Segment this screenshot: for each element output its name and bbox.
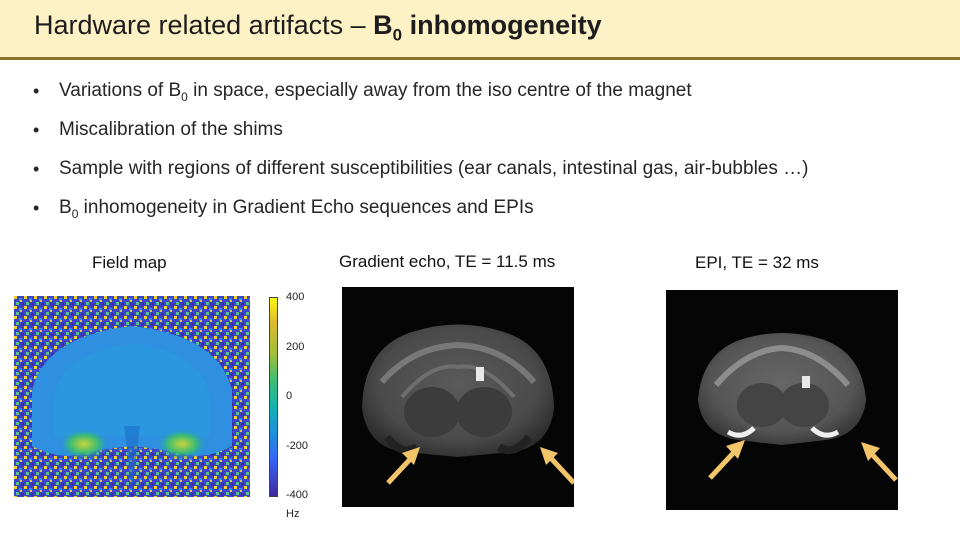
gradient-echo-image	[342, 287, 574, 507]
colorbar-tick: 200	[286, 341, 305, 353]
colorbar-tick: -200	[286, 440, 309, 452]
epi-caption: EPI, TE = 32 ms	[695, 253, 819, 272]
title-bar: Hardware related artifacts – B0 inhomoge…	[0, 0, 960, 60]
field-map-caption: Field map	[92, 253, 167, 272]
bullet-item: Variations of B0 in space, especially aw…	[33, 78, 808, 117]
colorbar-tick: 0	[286, 390, 293, 402]
colorbar-tick: -400	[286, 489, 309, 501]
slide-title: Hardware related artifacts – B0 inhomoge…	[34, 10, 602, 45]
gradient-echo-caption: Gradient echo, TE = 11.5 ms	[339, 252, 556, 271]
bullet-list: Variations of B0 in space, especially aw…	[33, 78, 808, 234]
colorbar-unit: Hz	[286, 508, 300, 520]
bullet-item: B0 inhomogeneity in Gradient Echo sequen…	[33, 195, 808, 234]
epi-image	[666, 290, 898, 510]
field-map-image	[14, 296, 250, 497]
bullet-item: Sample with regions of different suscept…	[33, 156, 808, 195]
bullet-item: Miscalibration of the shims	[33, 117, 808, 156]
colorbar	[269, 297, 278, 497]
colorbar-tick: 400	[286, 291, 305, 303]
